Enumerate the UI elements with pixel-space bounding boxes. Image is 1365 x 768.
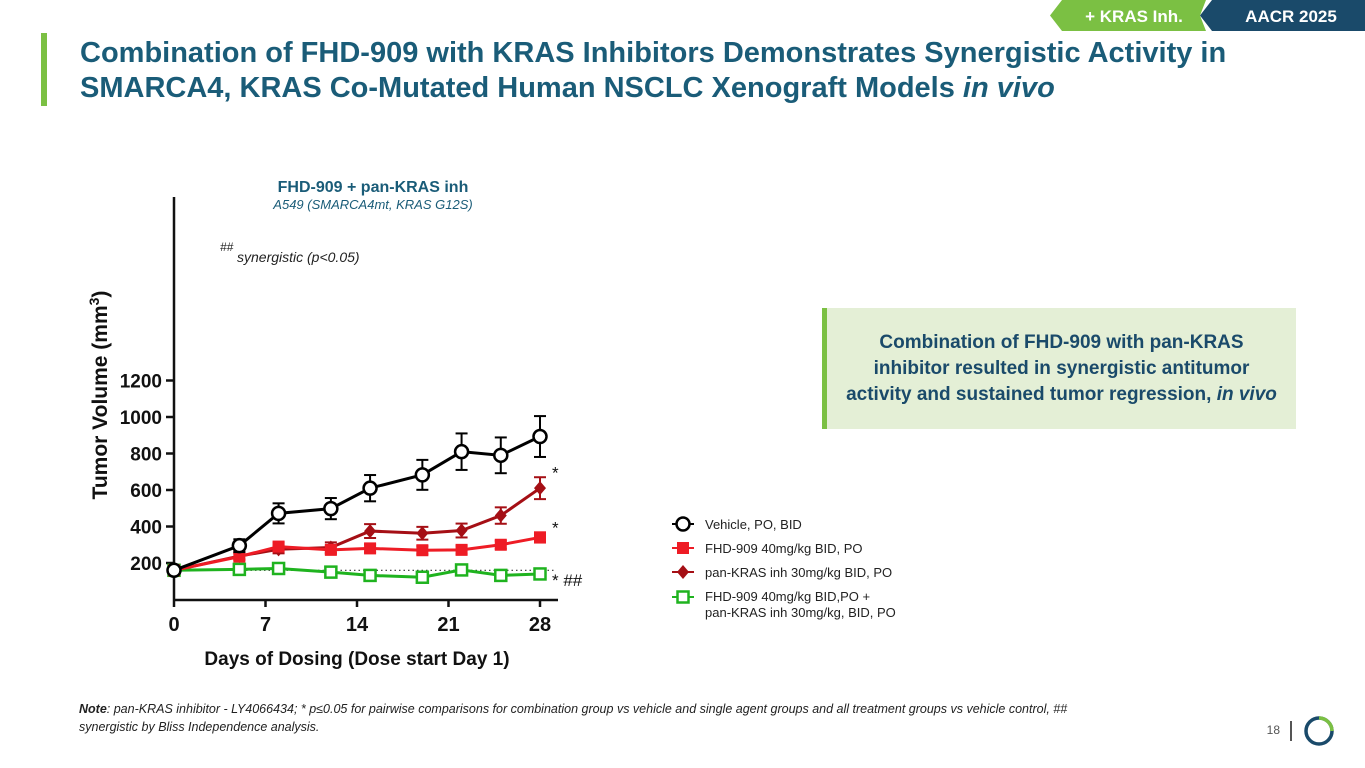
- data-point: [455, 543, 468, 556]
- callout-text-italic: in vivo: [1216, 383, 1277, 405]
- y-axis-label-sup: 3: [86, 297, 102, 305]
- x-tick-label: 0: [168, 614, 179, 636]
- y-axis-label-close: ): [89, 291, 112, 298]
- data-point: [453, 443, 470, 460]
- significance-label: *: [552, 518, 559, 537]
- y-axis-label: Tumor Volume (mm3): [86, 291, 112, 500]
- legend-marker: [676, 590, 690, 604]
- y-tick-label: 200: [130, 554, 162, 575]
- data-point: [534, 531, 546, 544]
- legend-marker: [675, 516, 691, 532]
- data-point: [324, 543, 337, 556]
- kras-inh-tag: [1050, 0, 1206, 31]
- legend-label-line2: pan-KRAS inh 30mg/kg, BID, PO: [705, 605, 896, 620]
- data-point: [364, 542, 377, 555]
- data-point: [534, 481, 546, 496]
- x-tick-label: 7: [260, 614, 271, 636]
- data-point: [532, 428, 548, 445]
- footnote-text: : pan-KRAS inhibitor - LY4066434; * p≤0.…: [79, 702, 1068, 734]
- title-line-1: Combination of FHD-909 with KRAS Inhibit…: [80, 37, 1227, 69]
- y-tick-label: 1000: [120, 408, 162, 429]
- tumor-volume-chart: FHD-909 + pan-KRAS inh A549 (SMARCA4mt, …: [86, 179, 896, 670]
- x-axis-label: Days of Dosing (Dose start Day 1): [204, 649, 509, 670]
- significance-label: * ##: [552, 571, 583, 590]
- legend-label: pan-KRAS inh 30mg/kg BID, PO: [705, 565, 892, 580]
- y-tick-label: 400: [130, 518, 162, 539]
- data-point: [166, 562, 182, 579]
- series-4: [167, 561, 547, 584]
- chart-subtitle: A549 (SMARCA4mt, KRAS G12S): [272, 197, 472, 212]
- data-point: [414, 467, 431, 483]
- data-point: [494, 568, 508, 583]
- significance-label: *: [552, 464, 559, 483]
- title-line-2-italic: in vivo: [962, 72, 1055, 104]
- synergy-annotation: synergistic (p<0.05): [237, 249, 360, 265]
- data-point: [415, 570, 430, 584]
- data-point: [323, 500, 339, 517]
- data-point: [232, 562, 247, 577]
- data-point: [416, 526, 429, 541]
- data-point: [494, 538, 507, 551]
- data-point: [455, 523, 468, 538]
- data-point: [364, 524, 377, 539]
- title-line-2: SMARCA4, KRAS Co-Mutated Human NSCLC Xen…: [80, 71, 1340, 106]
- data-point: [231, 537, 248, 554]
- title-line-2-main: SMARCA4, KRAS Co-Mutated Human NSCLC Xen…: [80, 72, 963, 104]
- page-number: 18: [1266, 723, 1280, 737]
- synergy-annotation-prefix: ##: [220, 240, 234, 254]
- header-tags: + KRAS Inh. AACR 2025: [1050, 0, 1365, 31]
- footnote-label: Note: [79, 702, 107, 716]
- chart-legend: Vehicle, PO, BID FHD-909 40mg/kg BID, PO p…: [672, 516, 896, 620]
- page-title: Combination of FHD-909 with KRAS Inhibit…: [80, 36, 1340, 106]
- kras-inh-tag-label: + KRAS Inh.: [1085, 7, 1183, 26]
- data-point: [454, 563, 469, 577]
- callout-text-main: Combination of FHD-909 with pan-KRAS inh…: [846, 331, 1250, 405]
- legend-label: FHD-909 40mg/kg BID,PO +: [705, 589, 870, 604]
- data-point: [233, 550, 246, 563]
- data-point: [324, 565, 338, 579]
- callout-text: Combination of FHD-909 with pan-KRAS inh…: [839, 330, 1284, 408]
- aacr-tag-label: AACR 2025: [1245, 7, 1337, 26]
- legend-marker: [677, 565, 689, 579]
- series-1: [166, 415, 548, 579]
- footnote: Note: pan-KRAS inhibitor - LY4066434; * …: [79, 700, 1089, 736]
- title-accent-bar: [41, 33, 47, 106]
- legend-label: FHD-909 40mg/kg BID, PO: [705, 541, 863, 556]
- y-tick-label: 600: [130, 481, 162, 502]
- data-point: [271, 561, 286, 576]
- y-tick-label: 800: [130, 445, 162, 466]
- progress-ring-icon: [1304, 716, 1334, 746]
- y-tick-label: 1200: [120, 372, 162, 393]
- aacr-tag: [1200, 0, 1365, 31]
- data-point: [272, 540, 285, 553]
- x-tick-label: 28: [529, 614, 551, 636]
- data-point: [270, 505, 287, 522]
- series-3: [168, 476, 546, 578]
- legend-label: Vehicle, PO, BID: [705, 517, 802, 532]
- chart-title: FHD-909 + pan-KRAS inh: [278, 179, 469, 196]
- data-point: [533, 567, 547, 581]
- data-point: [363, 568, 377, 583]
- data-point: [416, 544, 429, 557]
- legend-marker: [677, 542, 689, 554]
- y-axis-label-main: Tumor Volume (mm: [89, 305, 112, 499]
- data-point: [493, 447, 509, 464]
- data-point: [494, 508, 507, 523]
- data-point: [362, 480, 378, 496]
- x-tick-label: 14: [346, 614, 369, 636]
- page-separator: [1290, 721, 1292, 741]
- conclusion-callout: Combination of FHD-909 with pan-KRAS inh…: [822, 308, 1296, 429]
- x-tick-label: 21: [437, 614, 459, 636]
- series-line: [173, 535, 541, 572]
